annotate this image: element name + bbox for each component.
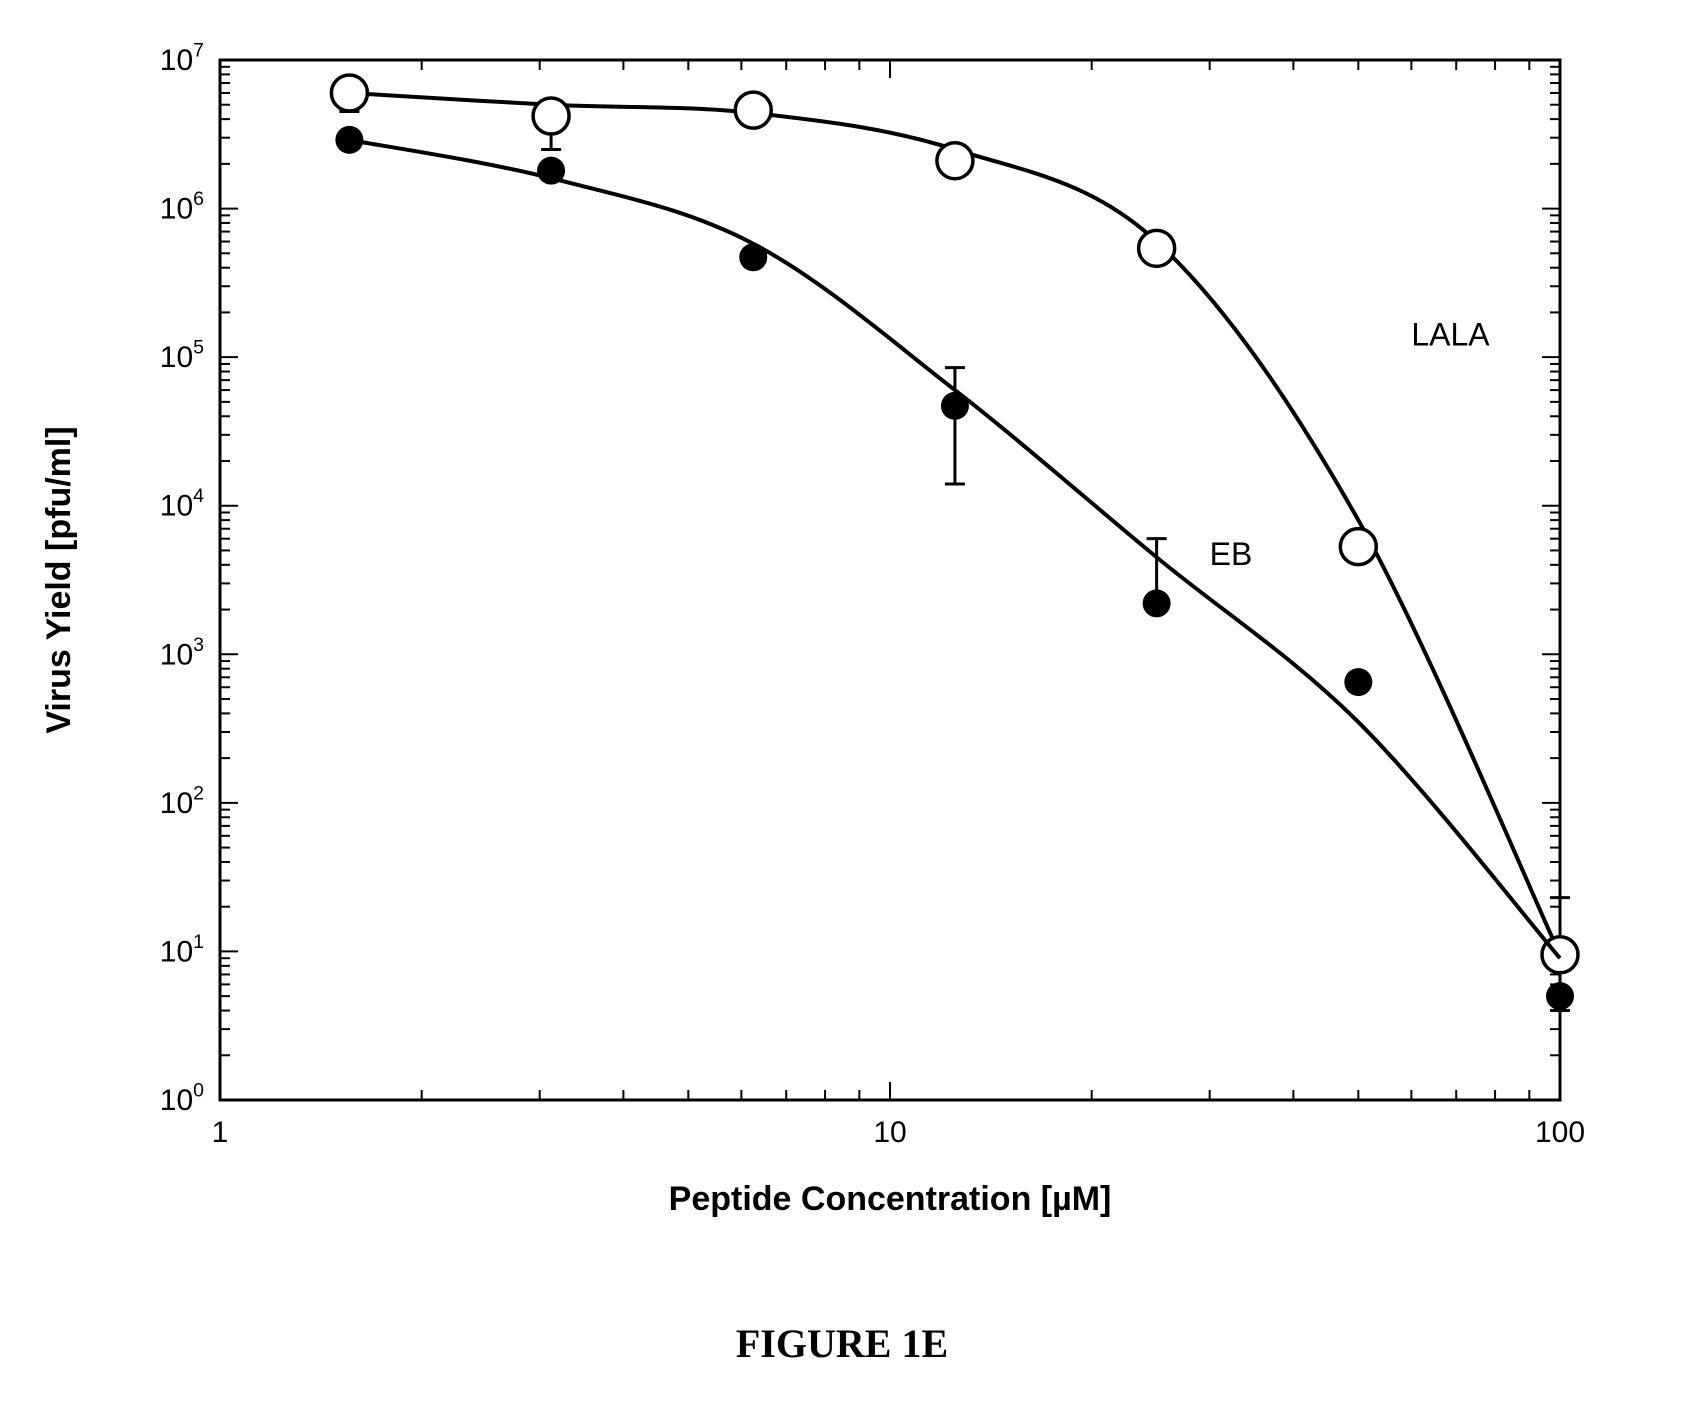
x-axis-label: Peptide Concentration [µM] (669, 1180, 1112, 1218)
data-point-eb (739, 243, 767, 271)
y-tick-label: 106 (160, 188, 204, 226)
x-tick-label: 100 (1535, 1116, 1585, 1149)
y-tick-label: 101 (160, 931, 204, 969)
y-tick-label: 103 (160, 634, 204, 672)
x-tick-label: 10 (873, 1116, 906, 1149)
y-tick-label: 105 (160, 337, 204, 375)
data-point-lala (937, 143, 973, 179)
data-point-lala (1340, 529, 1376, 565)
y-axis-label: Virus Yield [pfu/ml] (40, 426, 78, 733)
y-tick-label: 104 (160, 485, 204, 523)
data-point-eb (1546, 982, 1574, 1010)
data-point-lala (735, 92, 771, 128)
y-tick-label: 102 (160, 782, 204, 820)
data-point-eb (1344, 668, 1372, 696)
chart: 1 10 100 100 101 102 103 104 105 106 107 Peptide Co… (0, 0, 1684, 1428)
data-point-lala (1139, 230, 1175, 266)
series-curve-lala (349, 93, 1560, 955)
data-point-eb (941, 392, 969, 420)
plot-box (220, 60, 1560, 1100)
series-curve-eb (349, 140, 1560, 958)
data-point-eb (1143, 589, 1171, 617)
figure-caption: FIGURE 1E (0, 1320, 1684, 1367)
series-label-lala: LALA (1411, 316, 1490, 352)
data-point-lala (533, 98, 569, 134)
figure-container: { "figure": { "caption": "FIGURE 1E", "c… (0, 0, 1684, 1428)
y-tick-label: 107 (160, 40, 204, 78)
data-point-lala (331, 75, 367, 111)
x-tick-label: 1 (212, 1116, 229, 1149)
data-point-eb (335, 126, 363, 154)
series-label-eb: EB (1210, 536, 1253, 572)
y-tick-label: 100 (160, 1080, 204, 1118)
data-point-eb (537, 157, 565, 185)
